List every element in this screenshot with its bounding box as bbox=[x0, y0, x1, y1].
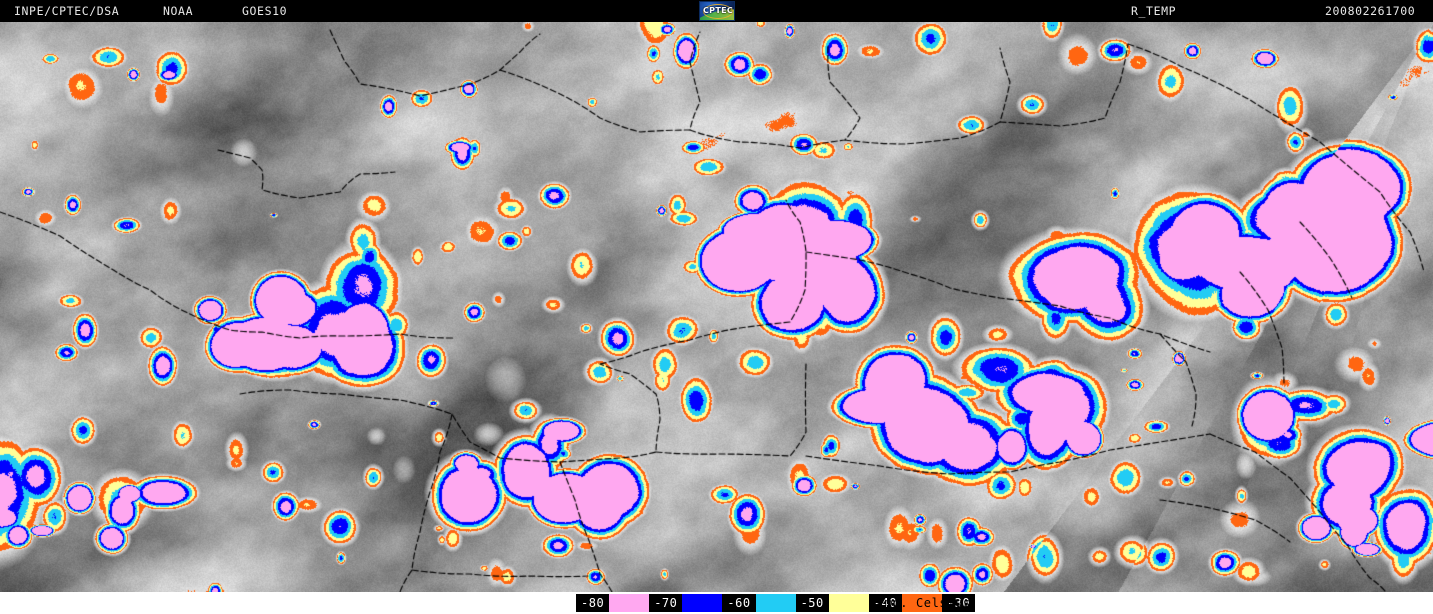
satellite-image-viewport bbox=[0, 22, 1433, 592]
header-bar: INPE/CPTEC/DSA NOAA GOES10 R_TEMP 200802… bbox=[0, 0, 1433, 22]
header-agency-label: NOAA bbox=[163, 4, 194, 18]
colorbar-swatch-pale-yellow bbox=[828, 594, 869, 612]
footer-bar: -80 -70 -60 -50 -40 -30 Temp. Celsius bbox=[0, 592, 1433, 614]
colorbar-caption: Temp. Celsius bbox=[869, 596, 971, 610]
header-product-label: R_TEMP bbox=[1131, 4, 1177, 18]
colorbar-swatch-orange bbox=[901, 594, 942, 612]
header-timestamp: 200802261700 bbox=[1325, 4, 1416, 18]
colorbar-swatch-blue bbox=[682, 594, 723, 612]
cptec-logo: CPTEC bbox=[699, 1, 735, 21]
temperature-colorbar: -80 -70 -60 -50 -40 -30 bbox=[576, 594, 976, 612]
logo-text: CPTEC bbox=[702, 6, 734, 15]
colorbar-swatch-violet bbox=[609, 594, 650, 612]
colorbar-tick-minus30: -30 bbox=[941, 594, 976, 612]
colorbar-tick-minus80: -80 bbox=[576, 594, 610, 612]
logo-ring-icon bbox=[703, 4, 733, 19]
satellite-infrared-image bbox=[0, 22, 1433, 592]
colorbar-tick-minus60: -60 bbox=[722, 594, 756, 612]
header-source-label: INPE/CPTEC/DSA bbox=[14, 4, 120, 18]
colorbar-tick-minus40: -40 bbox=[868, 594, 902, 612]
header-satellite-label: GOES10 bbox=[242, 4, 288, 18]
colorbar-swatch-cyan bbox=[755, 594, 796, 612]
colorbar-tick-minus50: -50 bbox=[795, 594, 829, 612]
colorbar-tick-minus70: -70 bbox=[649, 594, 683, 612]
